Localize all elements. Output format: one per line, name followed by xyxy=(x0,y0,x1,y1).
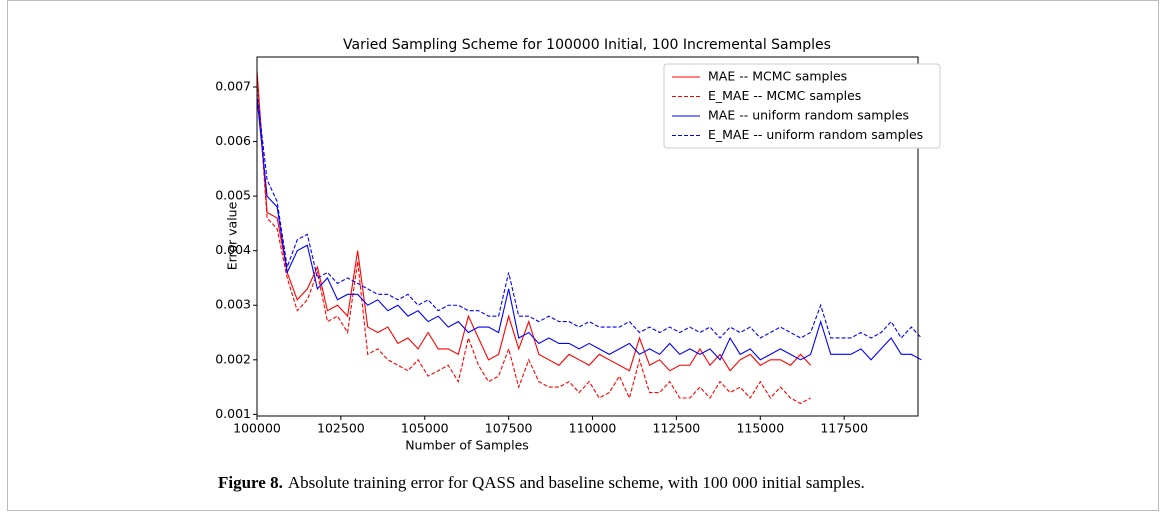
series-line xyxy=(256,97,922,361)
legend-label: E_MAE -- MCMC samples xyxy=(708,88,861,103)
y-tick-label: 0.002 xyxy=(215,351,251,366)
x-tick-label: 110000 xyxy=(569,421,617,436)
figure-frame xyxy=(7,0,1159,511)
x-tick-label: 115000 xyxy=(736,421,784,436)
series-line xyxy=(256,76,811,405)
x-tick-label: 100000 xyxy=(233,421,281,436)
legend-label: MAE -- uniform random samples xyxy=(708,108,909,123)
x-tick-label: 105000 xyxy=(401,421,449,436)
caption-label: Figure 8. xyxy=(218,473,283,492)
y-axis-label: Error value xyxy=(225,201,240,270)
y-tick-label: 0.005 xyxy=(215,188,251,203)
x-tick-label: 117500 xyxy=(820,421,868,436)
y-tick-label: 0.006 xyxy=(215,133,251,148)
x-tick-label: 112500 xyxy=(653,421,701,436)
y-tick-label: 0.007 xyxy=(215,79,251,94)
plot-frame xyxy=(256,56,919,417)
chart-title: Varied Sampling Scheme for 100000 Initia… xyxy=(343,37,831,53)
series-line xyxy=(256,92,922,339)
y-tick-label: 0.004 xyxy=(215,242,251,257)
x-tick-label: 102500 xyxy=(317,421,365,436)
legend-box xyxy=(663,63,941,149)
x-tick-label: 107500 xyxy=(485,421,533,436)
caption: Figure 8. Absolute training error for QAS… xyxy=(218,473,865,492)
x-axis-label: Number of Samples xyxy=(405,438,529,453)
caption-text: Absolute training error for QASS and bas… xyxy=(288,473,865,492)
legend-label: MAE -- MCMC samples xyxy=(708,69,847,84)
y-tick-label: 0.001 xyxy=(215,406,251,421)
legend-label: E_MAE -- uniform random samples xyxy=(708,127,923,142)
y-tick-label: 0.003 xyxy=(215,297,251,312)
